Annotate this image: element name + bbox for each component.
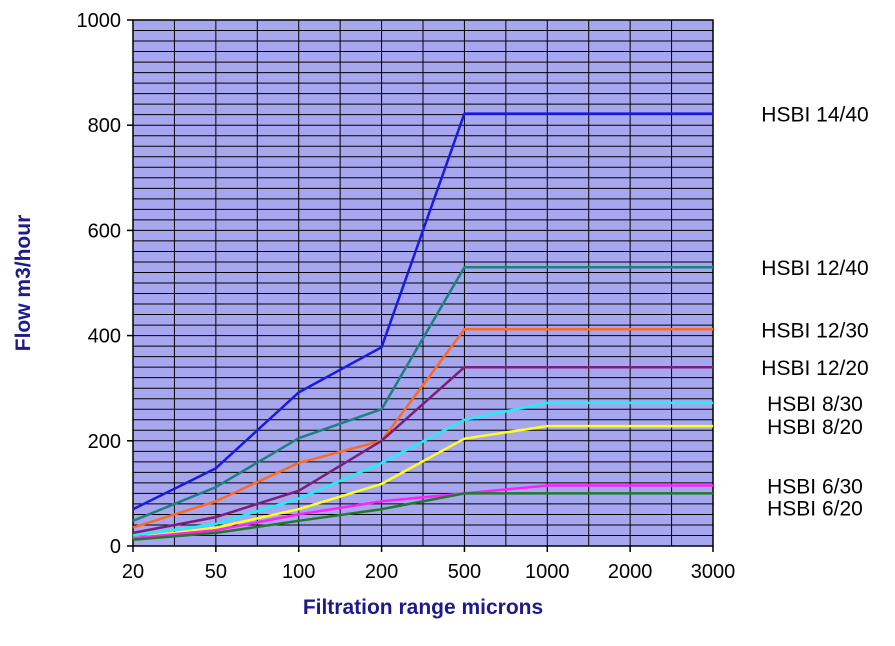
series-line — [132, 492, 713, 541]
series-line — [132, 265, 713, 522]
grid-lines — [127, 19, 714, 552]
series-line — [132, 484, 713, 540]
series-label: HSBI 8/20 — [767, 416, 863, 439]
series-line — [132, 365, 713, 535]
x-tick-label: 50 — [205, 561, 227, 583]
x-tick-label: 3000 — [691, 561, 736, 583]
y-axis-title: Flow m3/hour — [12, 215, 35, 352]
series-label: HSBI 14/40 — [761, 104, 868, 127]
y-tick-label: 800 — [88, 115, 121, 137]
series-labels: HSBI 14/40 HSBI 12/40 HSBI 12/30 HSBI 12/20… — [761, 104, 868, 521]
y-tick-label: 200 — [88, 431, 121, 453]
series-line — [132, 401, 713, 537]
plot-border — [132, 19, 714, 547]
x-tick-label: 200 — [365, 561, 398, 583]
series-label: HSBI 12/30 — [761, 319, 868, 342]
x-tick-label: 100 — [282, 561, 315, 583]
series-label: HSBI 6/20 — [767, 498, 863, 521]
x-tick-label: 2000 — [608, 561, 653, 583]
series-line — [132, 112, 713, 511]
y-tick-label: 0 — [110, 536, 121, 558]
x-axis-title: Filtration range microns — [303, 596, 543, 619]
y-tick-label: 400 — [88, 326, 121, 348]
series-label: HSBI 12/20 — [761, 357, 868, 380]
x-tick-labels: 20 50 100 200 500 1000 2000 3000 — [122, 561, 735, 583]
x-tick-label: 500 — [448, 561, 481, 583]
x-tick-label: 1000 — [525, 561, 570, 583]
y-tick-label: 600 — [88, 220, 121, 242]
series-label: HSBI 8/30 — [767, 393, 863, 416]
y-tick-label: 1000 — [77, 10, 122, 32]
series-line — [132, 424, 713, 540]
x-tick-label: 20 — [122, 561, 144, 583]
series-lines — [132, 112, 713, 541]
series-label: HSBI 12/40 — [761, 257, 868, 280]
series-line — [132, 328, 713, 529]
y-tick-labels: 0 200 400 600 800 1000 — [77, 10, 122, 558]
series-label: HSBI 6/30 — [767, 476, 863, 499]
